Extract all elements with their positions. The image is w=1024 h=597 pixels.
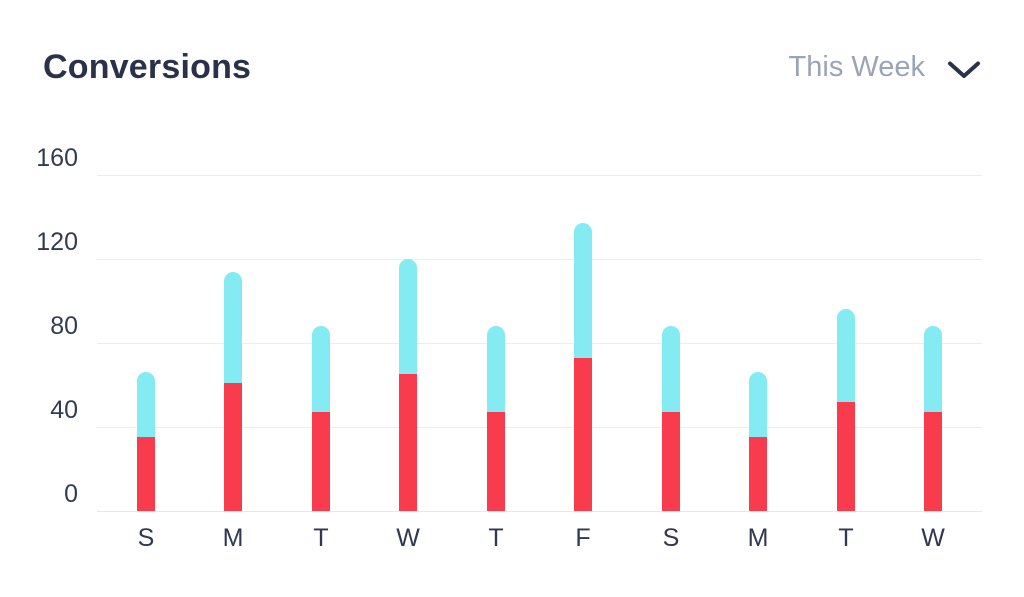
stacked-bar-5-t: [487, 326, 505, 511]
x-axis-label-6: F: [575, 524, 591, 552]
y-axis-label-80: 80: [50, 312, 78, 340]
stacked-bar-2-m: [224, 272, 242, 511]
gridline-y-120: [97, 259, 982, 260]
bar-segment-primary: [312, 412, 330, 511]
y-axis-label-0: 0: [64, 480, 78, 508]
bar-segment-primary: [924, 412, 942, 511]
bar-segment-primary: [662, 412, 680, 511]
gridline-y-40: [97, 427, 982, 428]
period-label: This Week: [788, 51, 925, 83]
stacked-bar-1-s: [137, 372, 155, 511]
stacked-bar-4-w: [399, 259, 417, 511]
page-title: Conversions: [43, 48, 252, 86]
bar-segment-primary: [837, 402, 855, 511]
bar-segment-primary: [749, 437, 767, 511]
bar-segment-primary: [137, 437, 155, 511]
x-axis-label-1: S: [137, 524, 155, 552]
bar-segment-primary: [224, 383, 242, 511]
y-axis-label-160: 160: [36, 144, 78, 172]
period-selector[interactable]: This Week: [789, 51, 981, 84]
x-axis-label-9: T: [838, 524, 854, 552]
bar-segment-primary: [574, 358, 592, 511]
bar-segment-primary: [399, 374, 417, 511]
stacked-bar-3-t: [312, 326, 330, 511]
stacked-bar-6-f: [574, 223, 592, 511]
chevron-down-icon: [948, 61, 980, 78]
stacked-bar-9-t: [837, 309, 855, 511]
gridline-y-0: [97, 511, 982, 512]
stacked-bar-7-s: [662, 326, 680, 511]
x-axis-label-8: M: [747, 524, 769, 552]
y-axis-label-40: 40: [50, 396, 78, 424]
x-axis-label-4: W: [396, 524, 420, 552]
x-axis-label-10: W: [921, 524, 945, 552]
stacked-bar-10-w: [924, 326, 942, 511]
gridline-y-160: [97, 175, 982, 176]
y-axis-label-120: 120: [36, 228, 78, 256]
x-axis-label-2: M: [222, 524, 244, 552]
bar-segment-primary: [487, 412, 505, 511]
x-axis-label-7: S: [662, 524, 680, 552]
x-axis-label-5: T: [488, 524, 504, 552]
stacked-bar-8-m: [749, 372, 767, 511]
x-axis-label-3: T: [313, 524, 329, 552]
card-header: Conversions This Week: [43, 48, 981, 87]
gridline-y-80: [97, 343, 982, 344]
